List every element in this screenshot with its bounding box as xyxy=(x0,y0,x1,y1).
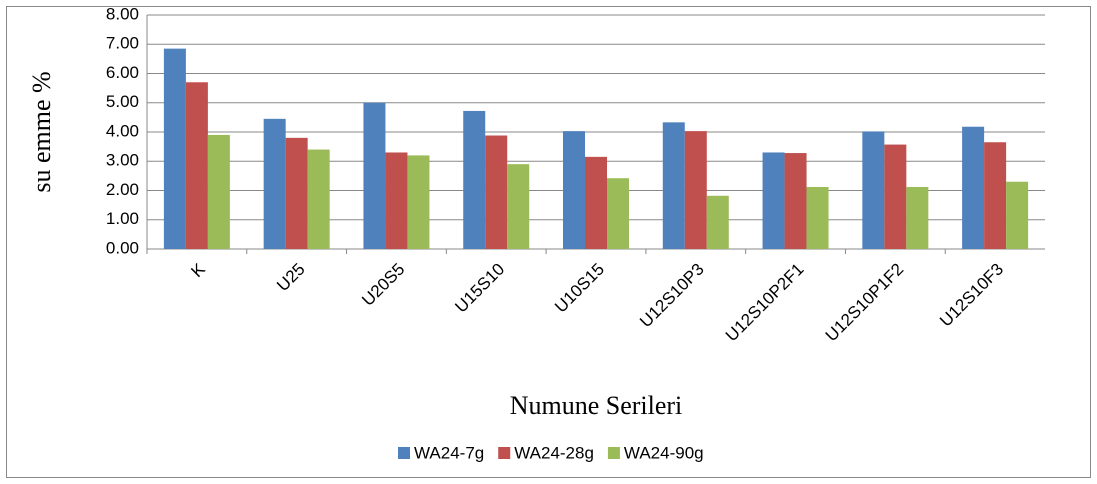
bar xyxy=(285,137,308,249)
bar xyxy=(962,126,985,249)
y-tick-label: 0.00 xyxy=(106,238,139,257)
bar xyxy=(363,102,386,249)
bar xyxy=(585,156,607,249)
bar xyxy=(307,149,330,249)
bar xyxy=(662,122,685,249)
bar xyxy=(263,118,286,250)
legend-label: WA24-7g xyxy=(414,443,484,462)
bar xyxy=(762,152,785,249)
bar xyxy=(906,186,929,249)
bar xyxy=(163,48,186,250)
bar xyxy=(185,82,208,250)
y-tick-label: 4.00 xyxy=(106,121,139,140)
bar xyxy=(784,153,807,249)
y-tick-label: 8.00 xyxy=(106,4,139,23)
bar xyxy=(385,152,408,249)
legend-swatch xyxy=(607,447,620,459)
bar xyxy=(984,142,1007,249)
legend-swatch xyxy=(398,447,410,459)
bar xyxy=(706,195,729,249)
y-tick-label: 6.00 xyxy=(106,63,139,82)
y-axis-title: su emme % xyxy=(27,71,56,192)
bar xyxy=(507,164,530,249)
bar xyxy=(862,131,885,249)
bar xyxy=(563,131,585,249)
bar xyxy=(485,135,508,249)
legend-swatch xyxy=(498,447,511,459)
y-tick-label: 1.00 xyxy=(106,209,139,228)
y-tick-label: 2.00 xyxy=(106,180,139,199)
bar xyxy=(806,186,829,249)
x-axis-title: Numune Serileri xyxy=(510,391,683,420)
y-tick-label: 7.00 xyxy=(106,34,139,53)
bar xyxy=(684,131,707,249)
y-tick-label: 3.00 xyxy=(106,151,139,170)
bar xyxy=(407,155,430,249)
bar xyxy=(463,110,486,249)
bar xyxy=(607,178,629,249)
bar xyxy=(884,144,907,249)
bar xyxy=(1006,181,1029,249)
bar xyxy=(207,134,230,249)
y-tick-label: 5.00 xyxy=(106,92,139,111)
legend-label: WA24-90g xyxy=(624,443,704,462)
legend-label: WA24-28g xyxy=(514,443,594,462)
